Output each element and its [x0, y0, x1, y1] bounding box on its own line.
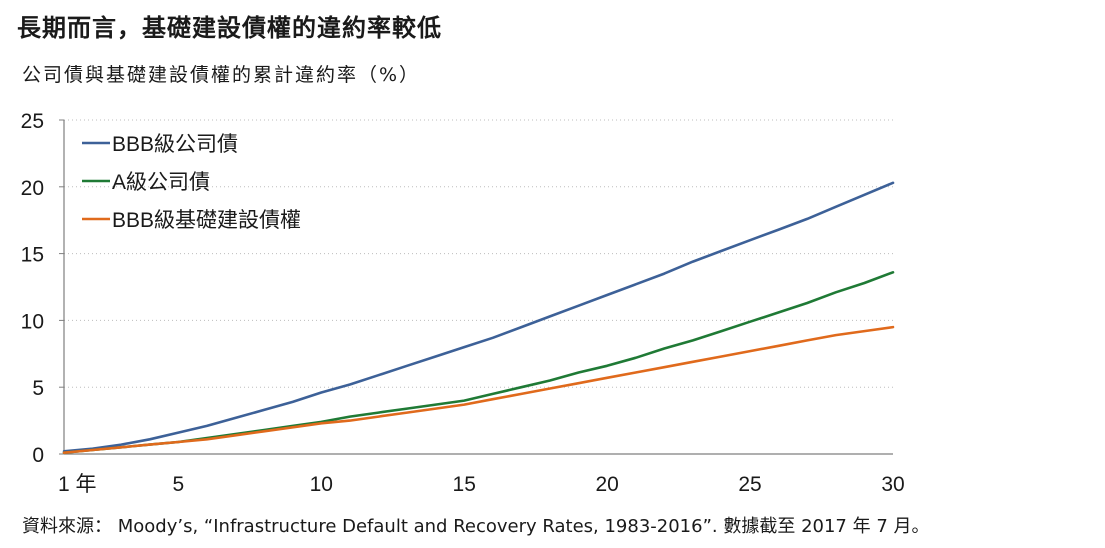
x-tick-label-10: 10 [310, 473, 333, 496]
x-tick-label-30: 30 [881, 473, 904, 496]
x-tick-labels: 1 年 5 10 15 20 25 30 [58, 473, 905, 496]
series-line-3 [62, 325, 895, 455]
series-line-1 [62, 181, 895, 453]
x-tick-label-25: 25 [738, 473, 761, 496]
legend-label-3: BBB級基礎建設債權 [112, 209, 301, 232]
axes [59, 119, 893, 455]
x-tick-label-20: 20 [595, 473, 618, 496]
y-tick-label-20: 20 [21, 177, 44, 200]
x-tick-label-1: 1 年 [58, 473, 97, 496]
chart-title: 長期而言，基礎建設債權的違約率較低 [17, 14, 442, 42]
series-lines [62, 181, 895, 455]
y-tick-label-10: 10 [21, 310, 44, 333]
y-tick-label-15: 15 [21, 244, 44, 267]
y-tick-label-0: 0 [32, 444, 44, 467]
legend-label-2: A級公司債 [112, 171, 210, 194]
y-tick-label-25: 25 [21, 110, 44, 133]
legend-label-1: BBB級公司債 [112, 133, 238, 156]
x-tick-label-5: 5 [173, 473, 185, 496]
y-tick-labels: 0 5 10 15 20 25 [21, 110, 44, 467]
x-tick-label-15: 15 [453, 473, 476, 496]
series-line-2 [62, 270, 895, 455]
source-note: 資料來源： Moody’s, “Infrastructure Default a… [22, 516, 930, 537]
legend: BBB級公司債 A級公司債 BBB級基礎建設債權 [82, 133, 301, 232]
chart-subtitle: 公司債與基礎建設債權的累計違約率（%） [22, 64, 421, 86]
y-tick-label-5: 5 [32, 377, 44, 400]
